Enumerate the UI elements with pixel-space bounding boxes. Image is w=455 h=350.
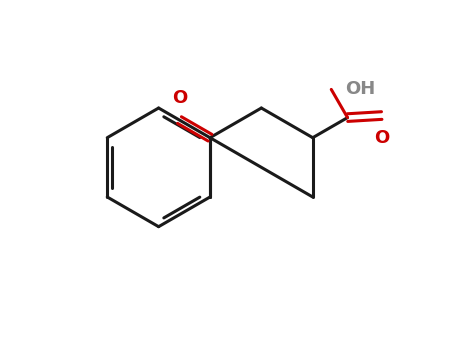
Text: O: O <box>172 89 187 107</box>
Text: OH: OH <box>345 80 375 98</box>
Text: O: O <box>374 129 389 147</box>
